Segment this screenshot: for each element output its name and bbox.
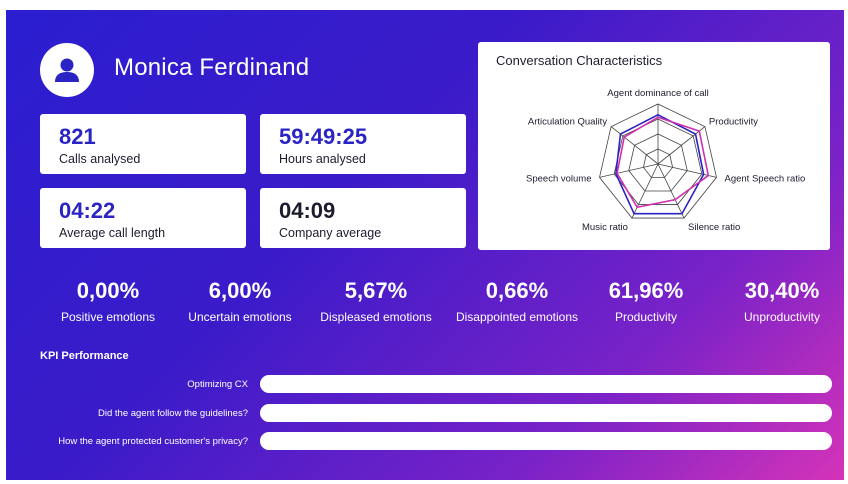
radar-axis-label: Agent Speech ratio bbox=[724, 173, 805, 184]
radar-spoke bbox=[631, 163, 659, 219]
calls-analysed-label: Calls analysed bbox=[59, 152, 141, 166]
stat-value: 5,67% bbox=[344, 278, 408, 303]
kpi-title: KPI Performance bbox=[40, 350, 129, 362]
stat-productivity: 61,96% Productivity bbox=[590, 278, 702, 324]
average-call-length-card: 04:22 Average call length bbox=[40, 188, 246, 248]
stat-value: 0,66% bbox=[485, 278, 549, 303]
radar-spoke bbox=[657, 163, 685, 219]
calls-analysed-value: 821 bbox=[59, 124, 96, 149]
radar-chart: Agent dominance of call Productivity Agent… bbox=[526, 88, 805, 233]
radar-grid-ring bbox=[642, 148, 674, 178]
radar-axis-label: Agent dominance of call bbox=[607, 88, 708, 99]
radar-grid-ring bbox=[628, 133, 688, 192]
hours-analysed-card: 59:49:25 Hours analysed bbox=[260, 114, 466, 174]
kpi-row: How the agent protected customer's priva… bbox=[6, 432, 844, 452]
radar-spoke bbox=[610, 126, 659, 165]
stat-label: Unproductivity bbox=[743, 310, 821, 324]
stat-label: Positive emotions bbox=[60, 310, 156, 324]
company-average-value: 04:09 bbox=[279, 198, 336, 223]
kpi-question: How the agent protected customer's priva… bbox=[58, 436, 248, 447]
radar-title: Conversation Characteristics bbox=[496, 53, 663, 68]
radar-series-1 bbox=[615, 113, 705, 215]
kpi-row: Did the agent follow the guidelines? bbox=[6, 404, 844, 424]
average-call-length-value: 04:22 bbox=[59, 198, 116, 223]
kpi-question: Did the agent follow the guidelines? bbox=[98, 408, 248, 419]
avatar[interactable] bbox=[40, 43, 94, 97]
stat-label: Productivity bbox=[614, 310, 678, 324]
stat-label: Displeased emotions bbox=[320, 310, 432, 324]
hours-analysed-label: Hours analysed bbox=[279, 152, 366, 166]
kpi-question: Optimizing CX bbox=[187, 379, 248, 390]
agent-name: Monica Ferdinand bbox=[114, 54, 310, 81]
radar-axis-label: Music ratio bbox=[582, 222, 628, 233]
radar-axis-label: Articulation Quality bbox=[528, 117, 607, 128]
stat-label: Disappointed emotions bbox=[455, 310, 579, 324]
stat-uncertain-emotions: 6,00% Uncertain emotions bbox=[178, 278, 302, 324]
dashboard: Monica Ferdinand 821 Calls analysed 59:4… bbox=[6, 10, 844, 480]
radar-spoke bbox=[657, 126, 706, 165]
average-call-length-label: Average call length bbox=[59, 226, 166, 240]
radar-spoke bbox=[657, 163, 717, 178]
kpi-bar[interactable] bbox=[260, 404, 832, 422]
radar-axis-label: Productivity bbox=[709, 117, 758, 128]
radar-axis-label: Silence ratio bbox=[688, 222, 740, 233]
stat-displeased-emotions: 5,67% Displeased emotions bbox=[310, 278, 442, 324]
calls-analysed-card: 821 Calls analysed bbox=[40, 114, 246, 174]
kpi-bar[interactable] bbox=[260, 432, 832, 450]
radar-series-2 bbox=[616, 116, 710, 209]
kpi-row: Optimizing CX bbox=[6, 375, 844, 395]
stat-unproductivity: 30,40% Unproductivity bbox=[722, 278, 842, 324]
stat-value: 6,00% bbox=[208, 278, 272, 303]
stat-value: 30,40% bbox=[744, 278, 820, 303]
stat-value: 61,96% bbox=[608, 278, 684, 303]
radar-grid-ring bbox=[599, 103, 717, 219]
stat-label: Uncertain emotions bbox=[188, 310, 292, 324]
kpi-bar[interactable] bbox=[260, 375, 832, 393]
stat-positive-emotions: 0,00% Positive emotions bbox=[46, 278, 170, 324]
user-icon bbox=[55, 58, 79, 82]
stat-disappointed-emotions: 0,66% Disappointed emotions bbox=[448, 278, 586, 324]
radar-axis-label: Speech volume bbox=[526, 173, 591, 184]
conversation-characteristics-card: Conversation Characteristics Agent domin… bbox=[478, 42, 830, 250]
hours-analysed-value: 59:49:25 bbox=[279, 124, 368, 149]
radar-spoke bbox=[599, 163, 659, 178]
company-average-label: Company average bbox=[279, 226, 382, 240]
company-average-card: 04:09 Company average bbox=[260, 188, 466, 248]
radar-grid-ring bbox=[613, 118, 703, 205]
stat-value: 0,00% bbox=[76, 278, 140, 303]
